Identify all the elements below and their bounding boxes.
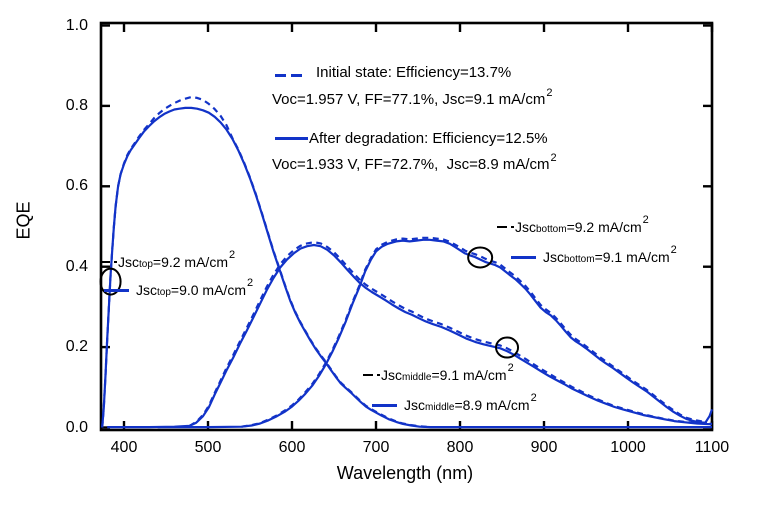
jsc-label: Jsc (543, 249, 564, 265)
legend-initial-params-text: Voc=1.957 V, FF=77.1%, Jsc=9.1 mA/cm (272, 91, 546, 108)
x-tick-label: 1100 (694, 439, 730, 456)
jsc-value: =9.0 mA/cm (170, 282, 246, 298)
y-tick-label: 0.8 (65, 96, 88, 114)
legend-degraded-params: Voc=1.933 V, FF=72.7%, Jsc=8.9 mA/cm 2 (272, 151, 557, 173)
legend-initial-params: Voc=1.957 V, FF=77.1%, Jsc=9.1 mA/cm 2 (272, 86, 553, 108)
x-tick-label: 800 (446, 439, 474, 456)
annotation-jsc-middle-initial: Jsc middle =9.1 mA/cm 2 (363, 363, 514, 383)
y-tick-label: 0.0 (65, 418, 88, 436)
curve-bottom-junction-degraded (157, 238, 714, 429)
x-tick-label: 1000 (610, 439, 646, 456)
annotation-jsc-bottom-degraded: Jsc bottom =9.1 mA/cm 2 (511, 245, 677, 265)
x-axis-title: Wavelength (nm) (336, 463, 474, 483)
jsc-value: =9.2 mA/cm (152, 254, 228, 270)
black-dash-marker-icon (363, 374, 373, 376)
annotation-jsc-top-degraded: Jsc top =9.0 mA/cm 2 (104, 278, 253, 298)
circle-annotation-2 (467, 246, 494, 269)
jsc-value: =9.1 mA/cm (431, 367, 507, 383)
annotation-jsc-middle-degraded: Jsc middle =8.9 mA/cm 2 (372, 393, 537, 413)
black-dash-marker-icon (497, 226, 507, 228)
y-tick-label: 0.2 (65, 338, 88, 356)
x-tick-label: 700 (362, 439, 390, 456)
legend-degraded-label: After degradation: Efficiency=12.5% (309, 130, 548, 147)
legend-initial-label: Initial state: Efficiency=13.7% (316, 64, 512, 81)
y-tick-label: 0.4 (65, 257, 88, 275)
black-dot-marker-icon (511, 226, 514, 228)
black-dot-marker-icon (377, 374, 380, 376)
legend-initial-row: Initial state: Efficiency=13.7% (275, 64, 511, 81)
black-dash-marker-icon (100, 261, 110, 263)
y-tick-label: 0.6 (65, 177, 88, 195)
curve-middle-junction-degraded (107, 243, 713, 429)
x-tick-label: 600 (278, 439, 306, 456)
jsc-label: Jsc (404, 397, 425, 413)
jsc-label: Jsc (136, 282, 157, 298)
jsc-label: Jsc (515, 219, 536, 235)
x-tick-label: 500 (194, 439, 222, 456)
annotation-jsc-bottom-initial: Jsc bottom =9.2 mA/cm 2 (497, 215, 649, 235)
legend-degraded-params-text: Voc=1.933 V, FF=72.7%, Jsc=8.9 mA/cm (272, 156, 550, 173)
solid-line-sample-icon (275, 137, 308, 140)
jsc-value: =8.9 mA/cm (454, 397, 530, 413)
curve-top-junction-degraded (101, 106, 712, 429)
jsc-label: Jsc (118, 254, 139, 270)
circle-annotation-1 (99, 267, 122, 296)
plot-frame (99, 21, 714, 432)
jsc-value: =9.2 mA/cm (566, 219, 642, 235)
blue-line-marker-icon (372, 403, 397, 407)
blue-line-marker-icon (104, 288, 129, 292)
jsc-value: =9.1 mA/cm (594, 249, 670, 265)
y-axis-title: EQE (13, 201, 34, 240)
y-tick-label: 1.0 (65, 16, 88, 34)
blue-line-marker-icon (511, 255, 536, 259)
legend-degraded-row: After degradation: Efficiency=12.5% (275, 130, 548, 147)
x-tick-label: 400 (110, 439, 138, 456)
annotation-jsc-top-initial: Jsc top =9.2 mA/cm 2 (100, 250, 235, 270)
black-dot-marker-icon (114, 261, 117, 263)
circle-annotation-3 (495, 336, 520, 359)
jsc-label: Jsc (381, 367, 402, 383)
dashed-line-sample-icon (275, 64, 307, 81)
x-tick-label: 900 (530, 439, 558, 456)
